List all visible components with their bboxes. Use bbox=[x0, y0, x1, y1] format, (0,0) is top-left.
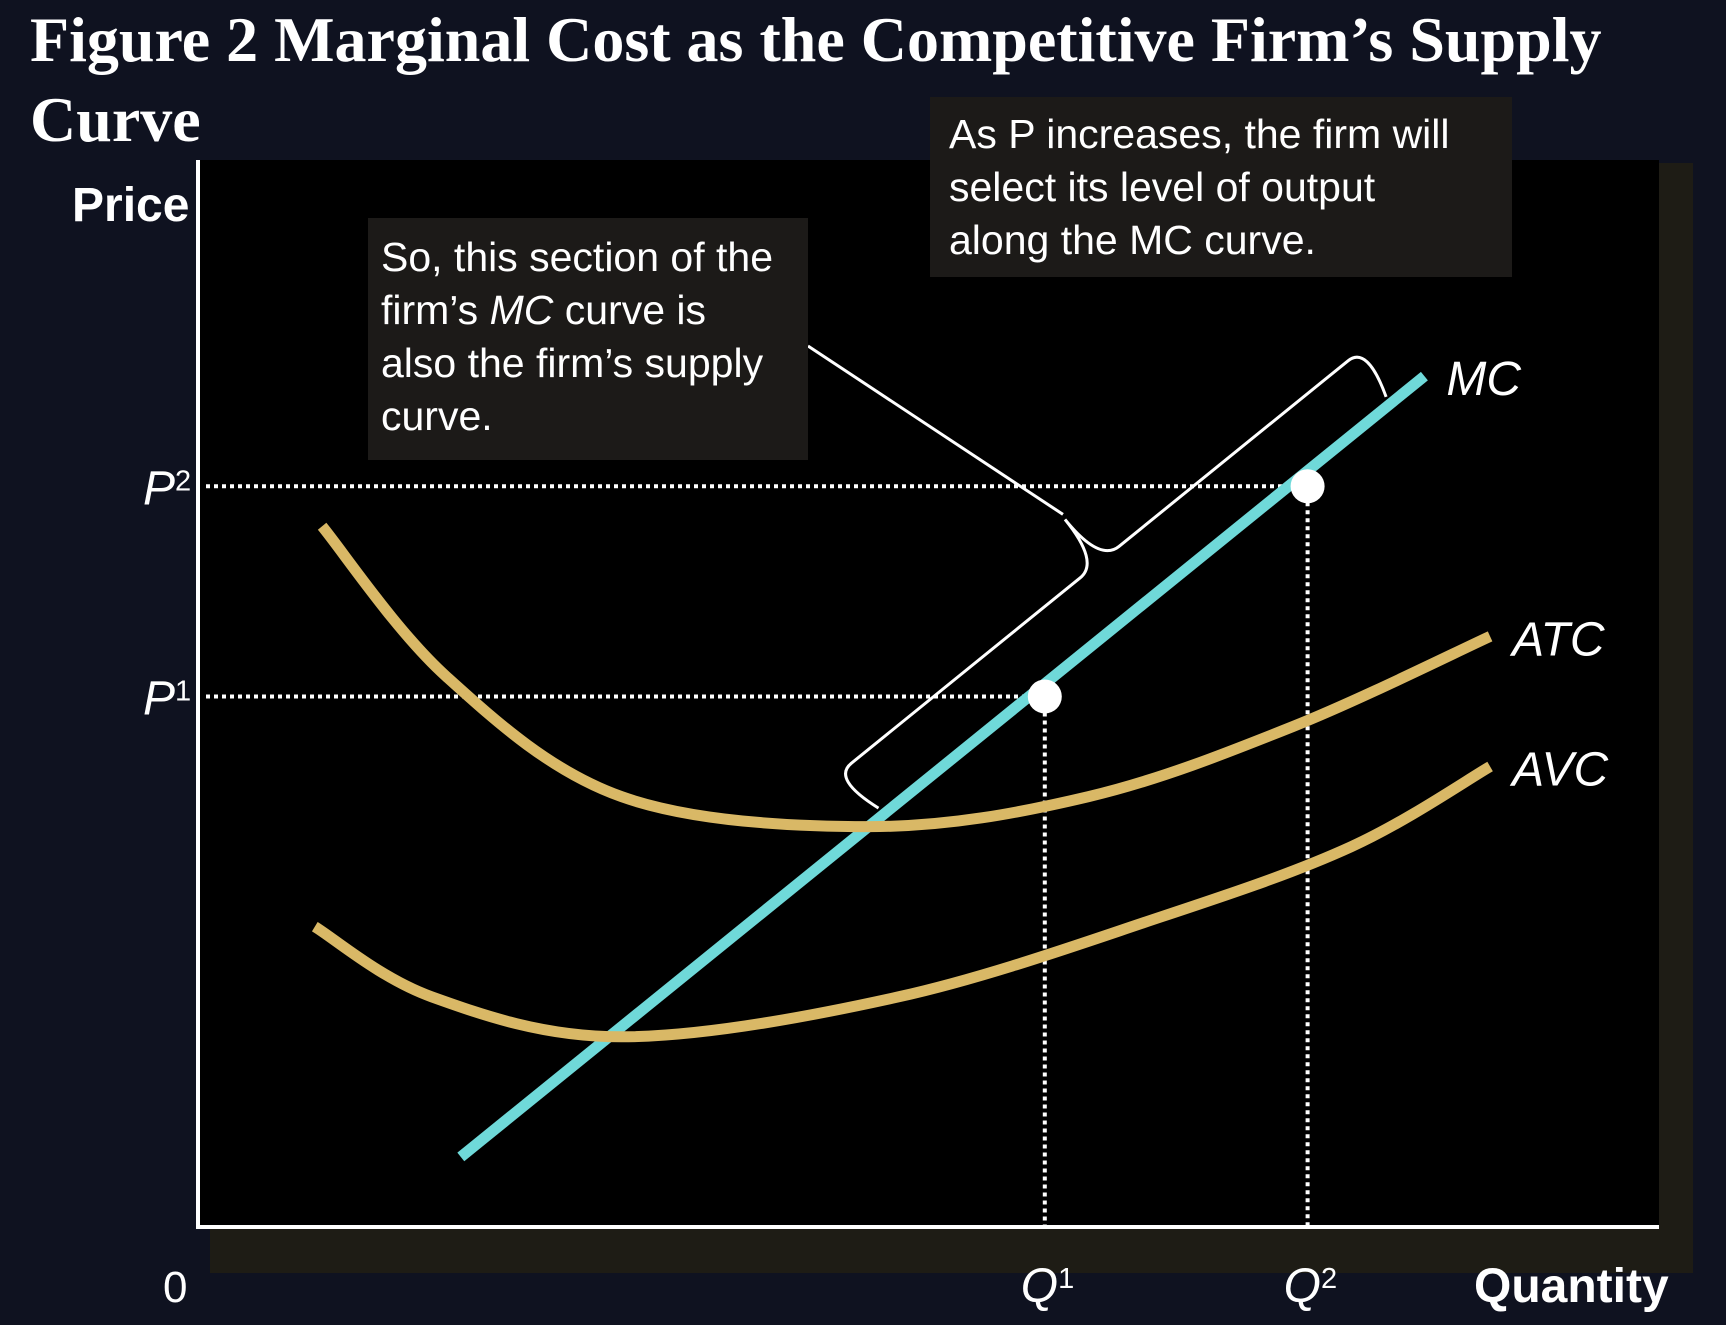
figure-title: Figure 2 Marginal Cost as the Competitiv… bbox=[30, 4, 1602, 155]
y-axis-title: Price bbox=[72, 179, 189, 232]
supply-section-brace bbox=[844, 355, 1388, 810]
atc-curve bbox=[317, 522, 1493, 833]
equilibrium-point-1 bbox=[1027, 679, 1062, 714]
callout-increase-line-2: select its level of output bbox=[949, 164, 1376, 210]
price-label-2: P2 bbox=[143, 462, 191, 515]
callout-supply-line-4: curve. bbox=[381, 393, 493, 439]
callout-increase-line-3: along the MC curve. bbox=[949, 217, 1316, 263]
origin-label: 0 bbox=[163, 1263, 187, 1312]
mc-curve bbox=[457, 371, 1428, 1162]
price-increase-callout: As P increases, the firm will select its… bbox=[930, 97, 1512, 277]
quantity-label-2: Q2 bbox=[1284, 1260, 1337, 1313]
quantity-label-1: Q1 bbox=[1021, 1260, 1074, 1313]
callout-supply-mc: MC bbox=[489, 287, 554, 333]
callout-supply-line-1: So, this section of the bbox=[381, 234, 774, 280]
equilibrium-point-2 bbox=[1290, 469, 1325, 504]
callout-supply-line-2a: firm’s bbox=[381, 287, 490, 333]
callout-supply-line-2: firm’s MC curve is bbox=[381, 284, 808, 337]
callout-pointer-line bbox=[807, 344, 1064, 516]
atc-curve-label: ATC bbox=[1509, 613, 1605, 666]
supply-section-callout: So, this section of the firm’s MC curve … bbox=[368, 218, 808, 460]
avc-curve bbox=[311, 761, 1493, 1043]
callout-increase-line-1: As P increases, the firm will bbox=[949, 111, 1450, 157]
price-label-1: P1 bbox=[143, 672, 191, 725]
mc-curve-label: MC bbox=[1446, 353, 1521, 406]
x-axis-title: Quantity bbox=[1474, 1260, 1669, 1313]
callout-supply-line-3: also the firm’s supply bbox=[381, 340, 764, 386]
avc-curve-label: AVC bbox=[1509, 744, 1608, 797]
callout-supply-line-2c: curve is bbox=[553, 287, 706, 333]
